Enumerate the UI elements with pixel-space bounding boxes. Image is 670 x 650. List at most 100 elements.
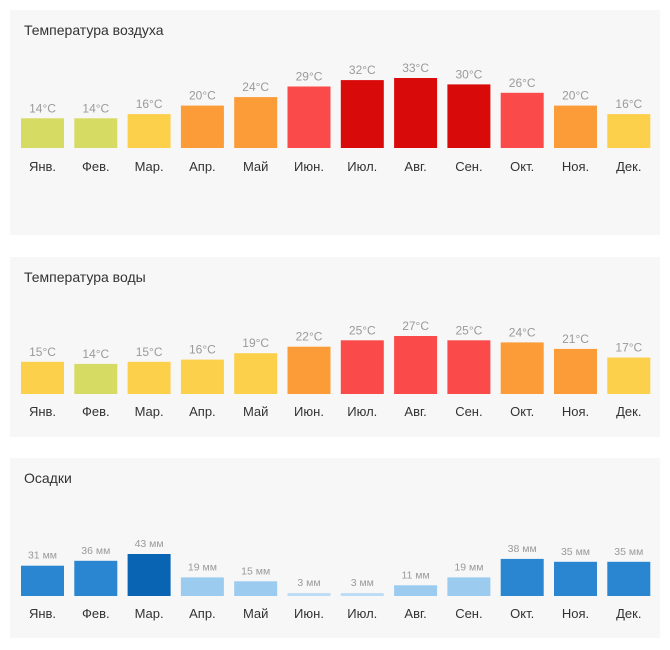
rain-month-label-5: Май (243, 606, 268, 621)
water-bar-7 (340, 340, 384, 394)
rain-value-label-3: 43 мм (135, 538, 164, 550)
air-temperature-title: Температура воздуха (24, 22, 164, 38)
air-bar-10 (500, 92, 544, 148)
air-value-label-6: 29°C (296, 70, 323, 84)
rain-month-label-8: Авг. (404, 606, 426, 621)
rain-bar-10 (500, 558, 544, 596)
rain-month-label-6: Июн. (294, 606, 324, 621)
water-month-label-7: Июл. (347, 404, 377, 419)
air-value-label-10: 26°C (509, 76, 536, 90)
air-month-label-6: Июн. (294, 159, 324, 174)
water-value-label-3: 15°C (136, 345, 163, 359)
water-month-label-1: Янв. (29, 404, 56, 419)
air-bar-7 (340, 80, 384, 148)
rain-month-label-9: Сен. (455, 606, 482, 621)
precipitation-panel: Осадки 31 мм Янв. 36 мм Фев. 43 мм Мар. 19 мм А… (10, 458, 660, 638)
water-bar-11 (554, 348, 597, 394)
rain-bar-4 (180, 577, 224, 596)
air-bar-1 (21, 118, 64, 148)
water-bar-5 (234, 353, 278, 394)
air-temperature-chart: 14°C Янв. 14°C Фев. 16°C Мар. 20°C Апр. 24°C Май 2… (21, 61, 651, 174)
rain-value-label-4: 19 мм (188, 561, 217, 573)
air-value-label-8: 33°C (402, 61, 429, 75)
rain-value-label-9: 19 мм (454, 561, 483, 573)
water-bar-1 (21, 361, 64, 394)
water-value-label-5: 19°C (242, 336, 269, 350)
air-value-label-2: 14°C (82, 101, 109, 115)
water-month-label-9: Сен. (455, 404, 482, 419)
air-value-label-12: 16°C (615, 97, 642, 111)
rain-month-label-3: Мар. (135, 606, 164, 621)
rain-value-label-2: 36 мм (81, 545, 110, 557)
rain-bar-12 (607, 561, 651, 596)
air-temperature-panel: Температура воздуха 14°C Янв. 14°C Фев. 16°C… (10, 10, 660, 235)
rain-month-label-1: Янв. (29, 606, 56, 621)
air-bar-2 (74, 118, 118, 148)
air-value-label-7: 32°C (349, 63, 376, 77)
water-value-label-7: 25°C (349, 323, 376, 337)
rain-month-label-12: Дек. (616, 606, 641, 621)
air-bar-5 (234, 97, 278, 148)
air-month-label-10: Окт. (510, 159, 534, 174)
water-month-label-5: Май (243, 404, 268, 419)
rain-month-label-4: Апр. (189, 606, 216, 621)
air-month-label-12: Дек. (616, 159, 641, 174)
water-bar-6 (287, 346, 331, 394)
water-bar-8 (394, 336, 438, 394)
air-month-label-1: Янв. (29, 159, 56, 174)
air-bar-11 (554, 105, 597, 148)
air-month-label-5: Май (243, 159, 268, 174)
rain-month-label-2: Фев. (82, 606, 110, 621)
rain-bar-3 (127, 554, 171, 596)
water-month-label-11: Ноя. (562, 404, 589, 419)
rain-bar-6 (287, 593, 331, 596)
air-value-label-9: 30°C (455, 67, 482, 81)
rain-value-label-6: 3 мм (297, 577, 320, 589)
rain-bar-9 (447, 577, 491, 596)
air-bar-4 (180, 105, 224, 148)
air-value-label-11: 20°C (562, 89, 589, 103)
rain-month-label-11: Ноя. (562, 606, 589, 621)
water-value-label-8: 27°C (402, 319, 429, 333)
air-month-label-8: Авг. (404, 159, 426, 174)
air-month-label-2: Фев. (82, 159, 110, 174)
water-month-label-8: Авг. (404, 404, 426, 419)
air-bar-3 (127, 114, 171, 148)
precipitation-chart: 31 мм Янв. 36 мм Фев. 43 мм Мар. 19 мм Апр. 15 м… (21, 538, 651, 621)
air-month-label-11: Ноя. (562, 159, 589, 174)
water-value-label-10: 24°C (509, 325, 536, 339)
rain-value-label-1: 31 мм (28, 550, 57, 562)
water-bar-2 (74, 363, 118, 394)
water-value-label-11: 21°C (562, 332, 589, 346)
air-value-label-5: 24°C (242, 80, 269, 94)
rain-bar-5 (234, 581, 278, 596)
water-value-label-1: 15°C (29, 345, 56, 359)
air-month-label-4: Апр. (189, 159, 216, 174)
water-value-label-12: 17°C (615, 341, 642, 355)
water-bar-12 (607, 357, 651, 394)
water-month-label-3: Мар. (135, 404, 164, 419)
water-bar-4 (180, 359, 224, 394)
water-month-label-12: Дек. (616, 404, 641, 419)
air-month-label-9: Сен. (455, 159, 482, 174)
water-value-label-6: 22°C (296, 330, 323, 344)
rain-value-label-10: 38 мм (508, 543, 537, 555)
water-month-label-10: Окт. (510, 404, 534, 419)
rain-value-label-5: 15 мм (241, 565, 270, 577)
water-month-label-4: Апр. (189, 404, 216, 419)
air-bar-9 (447, 84, 491, 148)
rain-bar-11 (554, 561, 597, 596)
water-temperature-chart: 15°C Янв. 14°C Фев. 15°C Мар. 16°C Апр. 19°C Май 2… (21, 319, 651, 419)
air-value-label-4: 20°C (189, 89, 216, 103)
air-value-label-3: 16°C (136, 97, 163, 111)
air-month-label-7: Июл. (347, 159, 377, 174)
rain-value-label-7: 3 мм (351, 577, 374, 589)
water-temperature-title: Температура воды (24, 269, 146, 285)
water-value-label-2: 14°C (82, 347, 109, 361)
rain-value-label-11: 35 мм (561, 546, 590, 558)
rain-bar-2 (74, 560, 118, 596)
rain-value-label-8: 11 мм (401, 569, 429, 581)
rain-bar-1 (21, 565, 64, 596)
rain-month-label-10: Окт. (510, 606, 534, 621)
air-value-label-1: 14°C (29, 101, 56, 115)
